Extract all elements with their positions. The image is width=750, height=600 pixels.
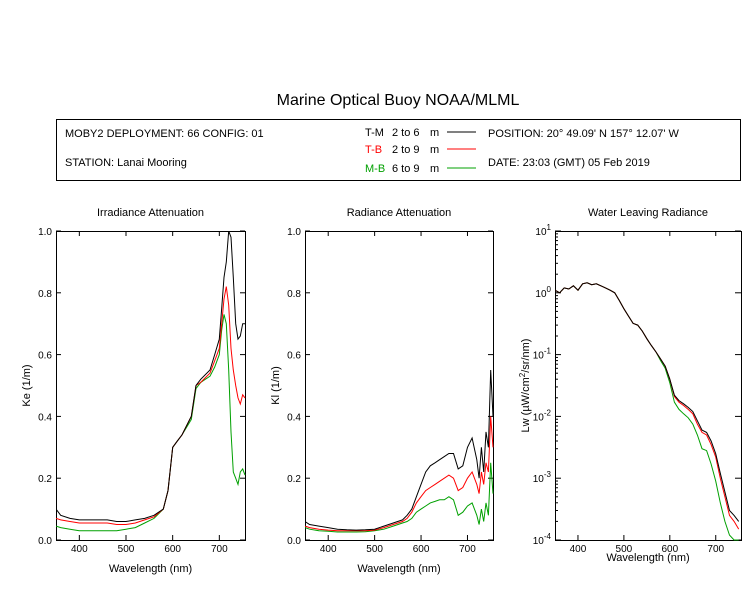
series-line-t-b <box>305 416 494 532</box>
legend-range: 6 to 9 <box>392 163 420 175</box>
x-tick-label: 500 <box>366 544 383 555</box>
station-label: STATION: Lanai Mooring <box>65 157 187 169</box>
x-tick-label: 600 <box>164 544 181 555</box>
y-tick-label: 0.0 <box>287 536 301 547</box>
y-tick-label: 1.0 <box>287 227 301 238</box>
y-tick-label: 0.6 <box>287 351 301 362</box>
y-tick-label: 0.2 <box>287 474 301 485</box>
x-tick-label: 500 <box>616 544 633 555</box>
plot-frame <box>56 231 246 541</box>
series-line-m-b <box>305 462 494 533</box>
info-box-frame <box>56 119 741 181</box>
series-line-m-b <box>555 282 739 541</box>
y-tick-label: 0.2 <box>38 474 52 485</box>
x-tick-label: 400 <box>71 544 88 555</box>
series-line-t-m <box>555 282 740 522</box>
x-axis-label: Wavelength (nm) <box>606 552 689 564</box>
series-line-t-b <box>555 282 740 530</box>
y-tick-label: 10-3 <box>533 470 552 485</box>
panel-title: Irradiance Attenuation <box>97 207 204 219</box>
x-tick-label: 400 <box>320 544 337 555</box>
legend-code: T-B <box>365 144 382 156</box>
legend-item-tm: T-M 2 to 6 m <box>365 127 476 139</box>
panel-title: Water Leaving Radiance <box>588 207 708 219</box>
x-tick-label: 500 <box>118 544 135 555</box>
panel-title: Radiance Attenuation <box>347 207 452 219</box>
y-axis-label: Ke (1/m) <box>21 364 33 406</box>
series-line-m-b <box>56 314 246 532</box>
y-tick-label: 10-2 <box>533 408 552 423</box>
x-tick-label: 600 <box>661 544 678 555</box>
legend-code: T-M <box>365 127 384 139</box>
legend-unit: m <box>430 127 439 139</box>
x-axis-label: Wavelength (nm) <box>357 563 440 575</box>
legend-item-mb: M-B 6 to 9 m <box>365 163 476 175</box>
x-tick-label: 700 <box>459 544 476 555</box>
series-group <box>555 282 740 541</box>
info-box: MOBY2 DEPLOYMENT: 66 CONFIG: 01 STATION:… <box>56 119 741 181</box>
legend-unit: m <box>430 144 439 156</box>
y-tick-label: 0.0 <box>38 536 52 547</box>
main-title: Marine Optical Buoy NOAA/MLML <box>277 92 520 109</box>
series-line-t-b <box>56 286 246 525</box>
legend-code: M-B <box>365 163 385 175</box>
legend: T-M 2 to 6 m T-B 2 to 9 m M-B 6 to 9 m <box>365 127 476 175</box>
y-tick-label: 100 <box>535 285 551 300</box>
legend-item-tb: T-B 2 to 9 m <box>365 144 476 156</box>
x-tick-label: 400 <box>570 544 587 555</box>
position-label: POSITION: 20° 49.09' N 157° 12.07' W <box>488 128 680 140</box>
y-tick-label: 0.4 <box>287 412 301 423</box>
legend-range: 2 to 9 <box>392 144 420 156</box>
y-tick-label: 0.6 <box>38 351 52 362</box>
date-label: DATE: 23:03 (GMT) 05 Feb 2019 <box>488 157 650 169</box>
y-tick-label: 10-4 <box>533 532 552 547</box>
y-tick-label: 0.8 <box>38 289 52 300</box>
water-leaving-radiance-panel: Water Leaving Radiance 400 500 600 700 Wavele… <box>518 207 742 564</box>
deployment-label: MOBY2 DEPLOYMENT: 66 CONFIG: 01 <box>65 128 264 140</box>
x-tick-label: 700 <box>211 544 228 555</box>
series-group <box>305 369 494 533</box>
radiance-attenuation-panel: Radiance Attenuation 400 500 600 700 Waveleng… <box>270 207 494 575</box>
y-tick-label: 0.8 <box>287 289 301 300</box>
legend-range: 2 to 6 <box>392 127 420 139</box>
legend-unit: m <box>430 163 439 175</box>
x-tick-label: 700 <box>707 544 724 555</box>
irradiance-attenuation-panel: Irradiance Attenuation 400 500 600 700 Wavele… <box>21 207 246 575</box>
x-axis-label: Wavelength (nm) <box>109 563 192 575</box>
y-tick-label: 0.4 <box>38 412 52 423</box>
y-axis-label: Lw (µW/cm2/sr/nm) <box>518 339 532 433</box>
y-tick-label: 10-1 <box>533 347 552 362</box>
y-tick-label: 101 <box>535 223 551 238</box>
y-axis-label: Kl (1/m) <box>270 366 282 405</box>
y-tick-label: 1.0 <box>38 227 52 238</box>
series-line-t-m <box>305 369 494 531</box>
series-line-t-m <box>56 231 245 522</box>
x-tick-label: 600 <box>413 544 430 555</box>
plot-frame <box>305 231 494 541</box>
plot-frame <box>555 231 742 541</box>
series-group <box>56 231 246 532</box>
